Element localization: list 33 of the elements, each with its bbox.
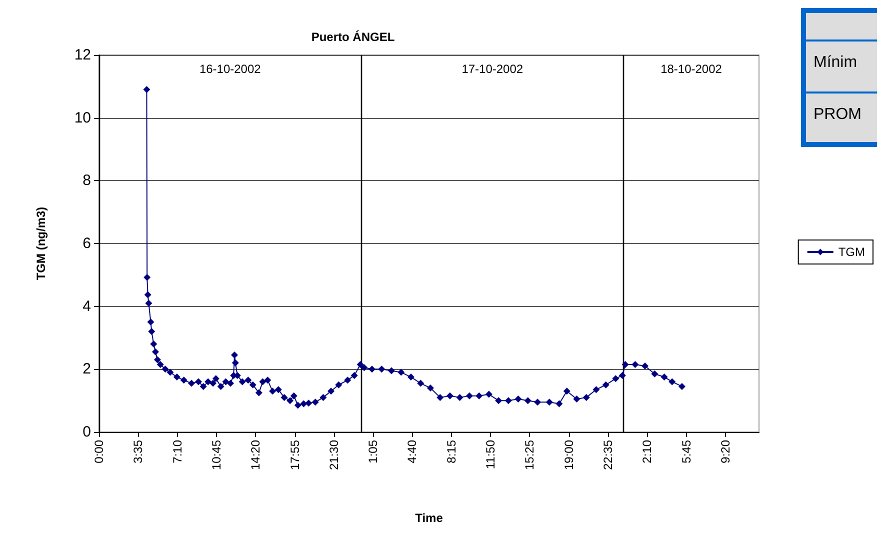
x-tick-label: 0:00 (92, 440, 106, 464)
x-axis-title: Time (415, 511, 444, 525)
x-tick-label: 17:55 (288, 440, 302, 470)
x-tick-label: 19:00 (562, 440, 576, 470)
y-tick-label: 6 (82, 235, 91, 252)
legend-label: TGM (838, 245, 866, 259)
x-tick-label: 8:15 (444, 440, 458, 464)
x-tick-label: 11:50 (484, 440, 498, 470)
x-tick-label: 5:45 (679, 440, 694, 464)
x-tick-label: 14:20 (248, 440, 263, 470)
x-tick-label: 7:10 (170, 440, 184, 464)
text: PROM (814, 106, 862, 123)
x-tick-label: 1:05 (366, 440, 380, 464)
ref-line-label: 17-10-2002 (462, 62, 524, 76)
y-tick-label: 10 (74, 109, 91, 126)
y-tick-label: 2 (82, 360, 91, 378)
x-tick-label: 9:20 (718, 440, 732, 464)
x-tick-label: 10:45 (209, 440, 224, 470)
y-tick-label: 0 (82, 424, 91, 440)
x-tick-label: 15:25 (522, 440, 537, 470)
x-tick-label: 21:30 (326, 440, 341, 470)
x-tick-label: 2:10 (640, 440, 654, 464)
x-tick-label: 4:40 (405, 440, 420, 464)
x-tick-label: 22:35 (601, 440, 616, 470)
y-tick-label: 8 (82, 172, 91, 190)
x-tick-label: 3:35 (131, 440, 146, 464)
ref-line-label: 16-10-2002 (199, 62, 262, 76)
ref-line-label: 18-10-2002 (660, 62, 722, 76)
y-tick-label: 12 (74, 46, 91, 64)
y-axis-title: TGM (ng/m3) (34, 206, 48, 280)
y-tick-label: 4 (82, 298, 91, 315)
chart-title: Puerto ÁNGEL (311, 30, 395, 44)
text: Mínim (814, 54, 858, 71)
